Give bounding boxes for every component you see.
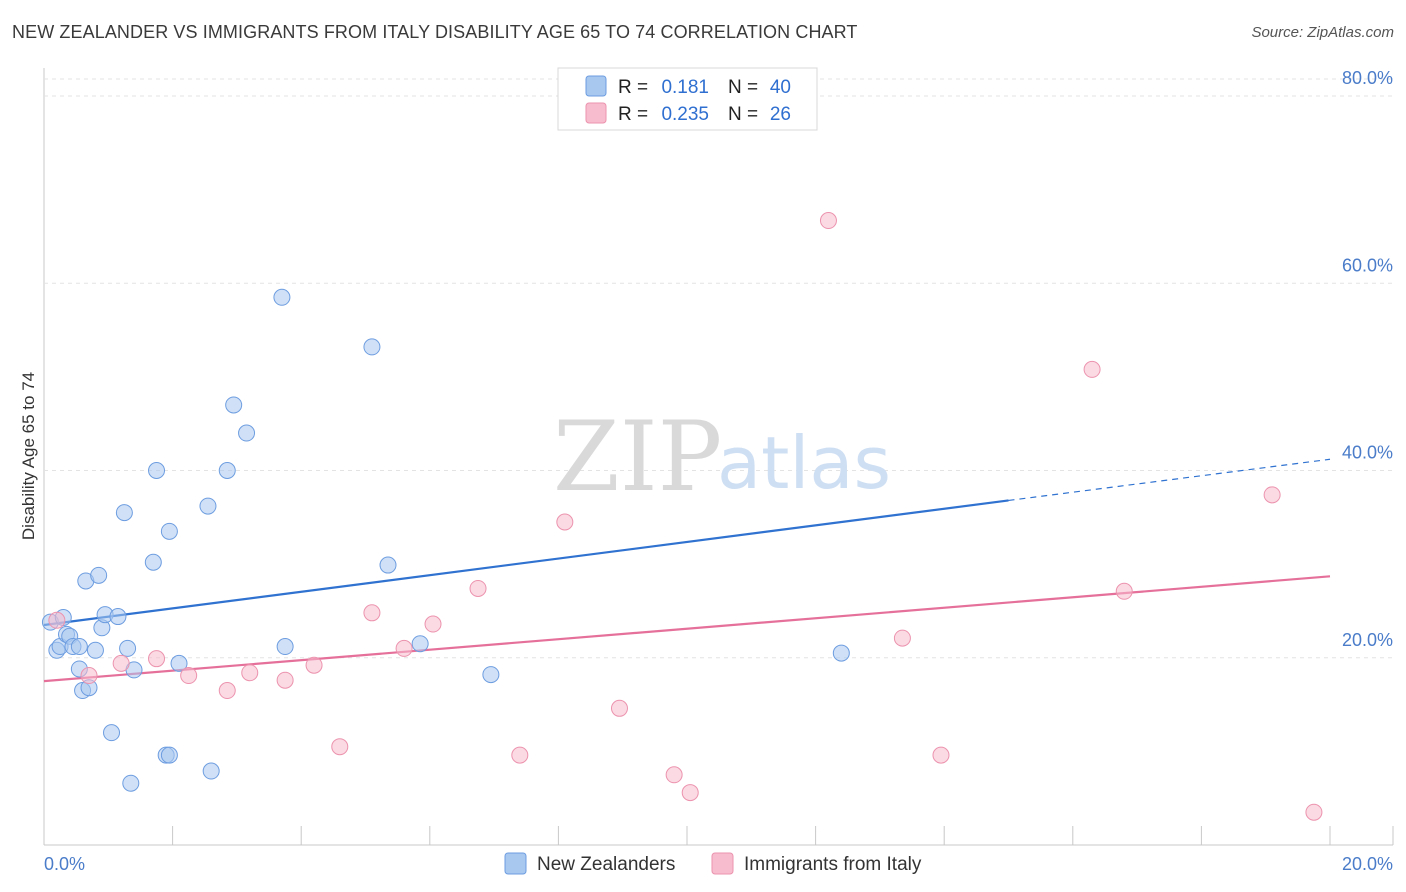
point-immigrants-italy[interactable]	[1115, 582, 1133, 600]
y-tick-label: 80.0%	[1342, 68, 1393, 88]
x-tick-labels: 0.0% 20.0%	[44, 854, 1393, 874]
point-new-zealanders[interactable]	[379, 556, 397, 574]
series-legend-label-italy[interactable]: Immigrants from Italy	[744, 854, 922, 875]
x-tick-label-min: 0.0%	[44, 854, 85, 874]
point-immigrants-italy[interactable]	[363, 604, 381, 622]
point-immigrants-italy[interactable]	[893, 629, 911, 647]
point-immigrants-italy[interactable]	[112, 654, 130, 672]
chart-source[interactable]: Source: ZipAtlas.com	[1251, 24, 1394, 41]
point-new-zealanders[interactable]	[411, 635, 429, 653]
point-immigrants-italy[interactable]	[665, 766, 683, 784]
legend-n-label-2: N =	[728, 104, 758, 125]
trend-line-0	[43, 499, 1009, 627]
watermark-atlas: atlas	[717, 421, 891, 505]
point-new-zealanders[interactable]	[119, 639, 137, 657]
x-tick-label-max: 20.0%	[1342, 854, 1393, 874]
series-legend-swatch-italy[interactable]	[711, 852, 734, 875]
point-immigrants-italy[interactable]	[681, 784, 699, 802]
point-new-zealanders[interactable]	[225, 396, 243, 414]
point-new-zealanders[interactable]	[148, 462, 166, 479]
point-immigrants-italy[interactable]	[469, 579, 487, 597]
point-immigrants-italy[interactable]	[48, 611, 66, 629]
legend-n-value-1: 40	[770, 77, 791, 98]
point-new-zealanders[interactable]	[363, 338, 381, 356]
trend-line-extension-0	[1008, 458, 1331, 502]
point-new-zealanders[interactable]	[115, 504, 133, 522]
scatter-points	[41, 212, 1323, 821]
watermark-zip: ZIP	[553, 401, 722, 513]
y-tick-label: 40.0%	[1342, 443, 1393, 463]
point-new-zealanders[interactable]	[160, 746, 178, 764]
point-new-zealanders[interactable]	[276, 638, 294, 656]
point-new-zealanders[interactable]	[86, 641, 104, 659]
y-tick-labels: 20.0% 40.0% 60.0% 80.0%	[1342, 68, 1393, 650]
stats-legend-swatch-new-zealanders	[585, 75, 607, 97]
point-immigrants-italy[interactable]	[819, 212, 837, 230]
gridlines	[44, 95, 1393, 659]
stats-legend-swatch-italy	[585, 102, 607, 124]
point-immigrants-italy[interactable]	[424, 615, 442, 633]
point-immigrants-italy[interactable]	[218, 682, 236, 700]
point-new-zealanders[interactable]	[238, 424, 256, 442]
chart-title: NEW ZEALANDER VS IMMIGRANTS FROM ITALY D…	[12, 22, 858, 42]
point-immigrants-italy[interactable]	[305, 656, 323, 674]
series-legend-label-new-zealanders[interactable]: New Zealanders	[537, 854, 675, 875]
stats-legend: R = 0.181 N = 40 R = 0.235 N = 26	[557, 67, 818, 131]
point-new-zealanders[interactable]	[103, 724, 121, 742]
series-legend-swatch-new-zealanders[interactable]	[504, 852, 527, 875]
point-immigrants-italy[interactable]	[511, 746, 529, 764]
point-new-zealanders[interactable]	[273, 288, 291, 306]
legend-r-value-1: 0.181	[661, 77, 709, 98]
point-immigrants-italy[interactable]	[80, 667, 98, 685]
point-immigrants-italy[interactable]	[148, 650, 166, 668]
y-tick-label: 20.0%	[1342, 630, 1393, 650]
series-legend: New Zealanders Immigrants from Italy	[504, 852, 922, 875]
y-axis-label: Disability Age 65 to 74	[19, 372, 38, 540]
point-new-zealanders[interactable]	[122, 774, 140, 792]
legend-n-label-1: N =	[728, 77, 758, 98]
point-new-zealanders[interactable]	[170, 654, 188, 672]
point-immigrants-italy[interactable]	[241, 664, 259, 682]
point-immigrants-italy[interactable]	[331, 738, 349, 756]
trend-lines	[43, 458, 1331, 683]
legend-r-label-2: R =	[618, 104, 648, 125]
point-immigrants-italy[interactable]	[556, 513, 574, 531]
point-immigrants-italy[interactable]	[1083, 360, 1101, 378]
point-immigrants-italy[interactable]	[395, 639, 413, 657]
point-immigrants-italy[interactable]	[276, 671, 294, 689]
point-new-zealanders[interactable]	[199, 497, 217, 515]
x-ticks	[43, 826, 1394, 845]
point-new-zealanders[interactable]	[202, 762, 220, 780]
legend-n-value-2: 26	[770, 104, 791, 125]
point-new-zealanders[interactable]	[218, 462, 236, 479]
y-tick-label: 60.0%	[1342, 255, 1393, 275]
legend-r-value-2: 0.235	[661, 104, 709, 125]
point-immigrants-italy[interactable]	[1305, 803, 1323, 821]
point-new-zealanders[interactable]	[482, 666, 500, 684]
point-new-zealanders[interactable]	[109, 608, 127, 626]
point-new-zealanders[interactable]	[70, 638, 88, 656]
trend-line-1	[43, 575, 1331, 683]
point-immigrants-italy[interactable]	[932, 746, 950, 764]
point-immigrants-italy[interactable]	[610, 699, 628, 717]
point-new-zealanders[interactable]	[832, 644, 850, 662]
point-new-zealanders[interactable]	[90, 566, 108, 584]
legend-r-label-1: R =	[618, 77, 648, 98]
point-new-zealanders[interactable]	[144, 553, 162, 571]
point-immigrants-italy[interactable]	[180, 667, 198, 685]
point-new-zealanders[interactable]	[160, 522, 178, 540]
point-immigrants-italy[interactable]	[1263, 486, 1281, 504]
